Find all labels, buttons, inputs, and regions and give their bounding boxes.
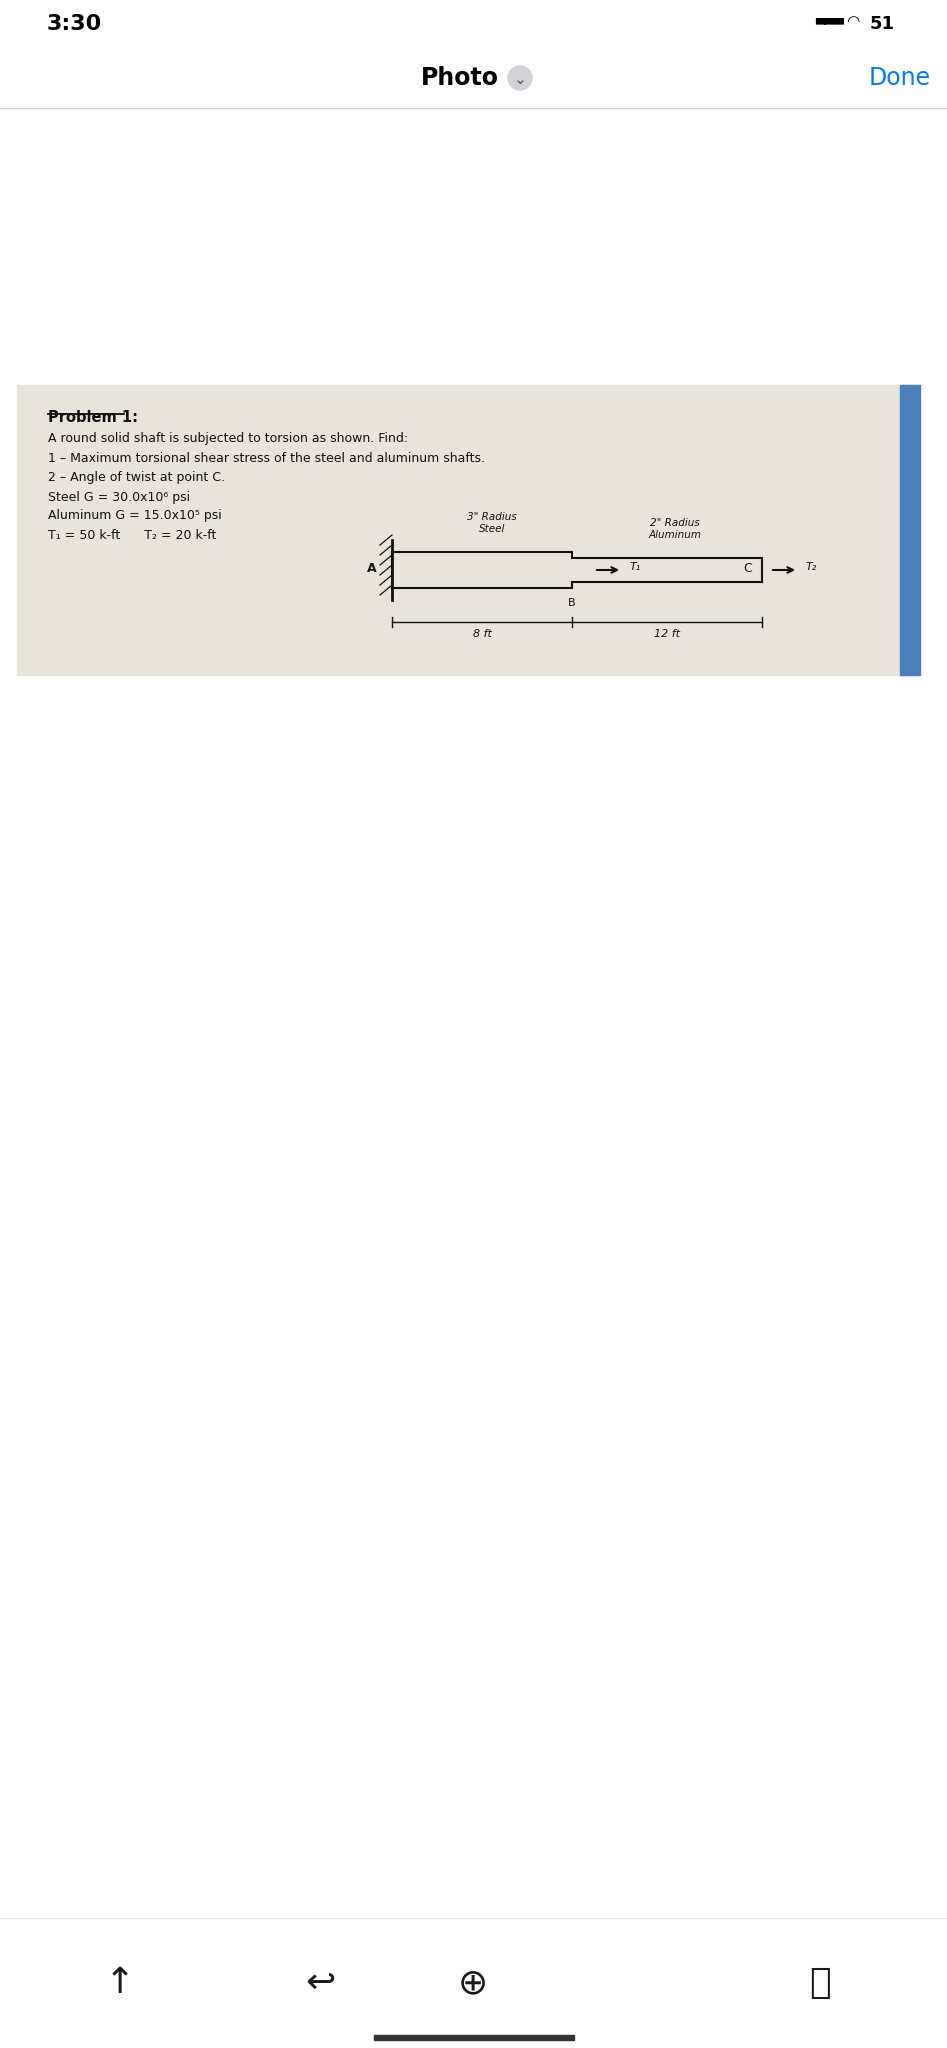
Bar bbox=[17, 385, 920, 676]
Text: Done: Done bbox=[869, 66, 931, 90]
Text: 2" Radius: 2" Radius bbox=[651, 518, 700, 528]
Text: Steel G = 30.0x10⁶ psi: Steel G = 30.0x10⁶ psi bbox=[48, 492, 190, 504]
Text: B: B bbox=[568, 598, 576, 608]
Text: C: C bbox=[743, 561, 752, 575]
Text: 51: 51 bbox=[869, 14, 895, 33]
Text: T₁ = 50 k-ft      T₂ = 20 k-ft: T₁ = 50 k-ft T₂ = 20 k-ft bbox=[48, 528, 216, 543]
Bar bbox=[0, 1919, 947, 2048]
Text: 3:30: 3:30 bbox=[47, 14, 102, 35]
Text: ↩: ↩ bbox=[305, 1966, 335, 2001]
Text: Aluminum G = 15.0x10⁵ psi: Aluminum G = 15.0x10⁵ psi bbox=[48, 510, 222, 522]
Text: Steel: Steel bbox=[479, 524, 505, 535]
Text: ◠: ◠ bbox=[847, 14, 860, 29]
Bar bbox=[900, 385, 920, 676]
Bar bbox=[0, 47, 947, 109]
Text: 8 ft: 8 ft bbox=[473, 629, 491, 639]
Text: 12 ft: 12 ft bbox=[654, 629, 680, 639]
Text: A round solid shaft is subjected to torsion as shown. Find:: A round solid shaft is subjected to tors… bbox=[48, 432, 408, 444]
Text: Problem 1:: Problem 1: bbox=[48, 410, 138, 426]
Text: Aluminum: Aluminum bbox=[649, 530, 702, 541]
Bar bbox=[0, 1389, 947, 1919]
Text: ▀▀▀: ▀▀▀ bbox=[815, 18, 845, 31]
Text: ⊕: ⊕ bbox=[458, 1966, 488, 2001]
Text: 1 – Maximum torsional shear stress of the steel and aluminum shafts.: 1 – Maximum torsional shear stress of th… bbox=[48, 453, 485, 465]
Text: T₁: T₁ bbox=[630, 561, 641, 571]
Text: ⤓: ⤓ bbox=[809, 1966, 831, 2001]
Text: ⌄: ⌄ bbox=[513, 72, 527, 86]
Bar bbox=[374, 2036, 574, 2040]
Bar bbox=[0, 0, 947, 47]
Text: ↑: ↑ bbox=[105, 1966, 135, 2001]
Text: T₂: T₂ bbox=[806, 561, 817, 571]
Text: Photo: Photo bbox=[421, 66, 499, 90]
Text: 3" Radius: 3" Radius bbox=[467, 512, 517, 522]
Text: A: A bbox=[367, 561, 377, 575]
Circle shape bbox=[508, 66, 532, 90]
Bar bbox=[0, 109, 947, 1389]
Text: 2 – Angle of twist at point C.: 2 – Angle of twist at point C. bbox=[48, 471, 225, 483]
